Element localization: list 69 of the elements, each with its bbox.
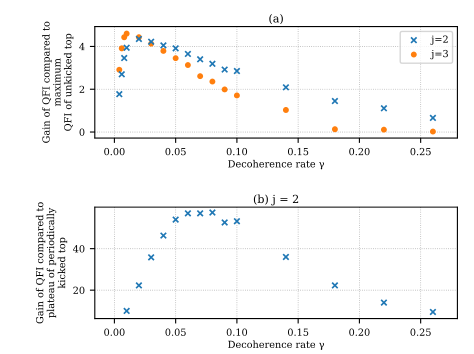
point [160,42,168,49]
point [118,70,126,78]
point [209,78,216,84]
point [135,35,143,43]
point [233,67,241,75]
point [331,97,339,105]
point [196,56,204,63]
x-tick-label: 0.10 [226,328,248,336]
x-tick-label: 0.20 [349,328,370,336]
point [172,216,180,224]
point [331,282,339,289]
point [282,107,289,113]
point [282,84,290,91]
chart-title: (b) j = 2 [254,194,298,206]
x-tick-label: 0.00 [104,148,125,156]
point [234,92,240,98]
x-tick-label: 0.25 [410,148,431,156]
point [197,73,204,80]
x-tick-label: 0.25 [410,328,431,336]
point [160,48,166,54]
legend-label: j=3 [430,50,448,60]
point [221,66,228,74]
x-tick-label: 0.15 [288,328,308,336]
y-tick-label: 40 [73,245,84,252]
x-tick-label: 0.05 [165,148,186,156]
point [116,90,123,98]
point [172,44,180,52]
x-tick-label: 0.20 [349,148,370,156]
chart-title: (a) [269,14,283,24]
point [148,38,155,46]
point [380,299,388,306]
point [160,232,168,240]
y-tick-label: 20 [73,286,84,294]
point [123,44,130,52]
point [429,308,437,316]
point [118,45,125,52]
y-tick-label: 2 [80,86,84,93]
x-axis-title: Decoherence rate γ [228,160,324,170]
point [184,62,191,68]
point [120,54,128,62]
point [233,218,241,225]
point [208,60,216,68]
point [429,114,437,122]
point [123,307,130,315]
point [135,282,143,289]
point [430,128,436,135]
point [124,30,130,37]
y-axis-title: Gain of QFI compared to plateau of periodically kicked top [36,202,68,324]
y-tick-label: 4 [79,42,85,50]
x-tick-label: 0.15 [288,148,308,156]
point [380,104,388,112]
point [221,218,228,226]
x-tick-label: 0.10 [226,148,248,156]
point [172,55,179,62]
x-tick-label: 0.05 [165,328,186,336]
point [208,208,216,216]
point [196,210,204,217]
point [380,126,387,133]
point [184,50,192,58]
point [148,254,155,261]
point [222,86,228,92]
x-axis-title: Decoherence rate γ [228,340,324,350]
y-axis-title: Gain of QFI compared to maximum QFI of unkicked top [42,22,74,143]
point [184,210,192,217]
x-tick-label: 0.00 [104,328,125,336]
legend-label: j=2 [430,35,448,45]
y-tick-label: 0 [80,128,84,136]
point [332,126,338,132]
point [282,253,290,261]
